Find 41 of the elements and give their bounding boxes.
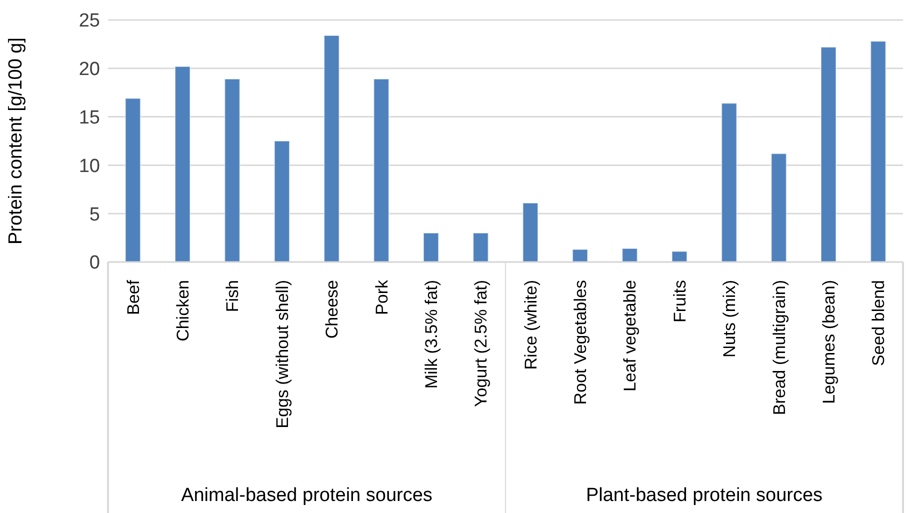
x-tick-label: Bread (multigrain) (770, 280, 789, 416)
text: Animal-based protein sources (180, 485, 434, 507)
bar (472, 232, 489, 262)
x-tick-label: Fish (223, 280, 242, 312)
bar (373, 78, 390, 262)
y-tick-label: 20 (78, 59, 100, 80)
x-tick-label: Cheese (322, 280, 342, 339)
bar (224, 78, 240, 262)
y-axis-title: Protein content [g/100 g] (6, 37, 27, 245)
bar (124, 98, 141, 262)
y-tick-label: 25 (78, 10, 100, 32)
x-tick-label: Yogurt (2.5% fat) (472, 280, 491, 407)
bar (522, 202, 538, 262)
bar (870, 40, 886, 262)
bar (274, 140, 290, 262)
x-tick-label: Chicken (174, 280, 193, 342)
bar (174, 66, 191, 262)
x-tick-label: Rice (white) (521, 280, 540, 370)
x-tick-label: Seed blend (869, 280, 888, 366)
x-tick-label: Leaf vegetable (620, 280, 640, 392)
text: Plant-based protein sources (584, 485, 824, 507)
x-tick-label: Pork (372, 280, 392, 315)
bar (423, 232, 440, 262)
bar (622, 248, 638, 262)
bar (572, 248, 588, 262)
x-tick-label: Nuts (mix) (720, 280, 740, 358)
bar (770, 153, 787, 262)
bar (820, 46, 837, 262)
y-tick-label: 5 (89, 204, 100, 226)
x-tick-label: Legumes (bean) (819, 280, 838, 404)
bar (324, 34, 340, 262)
bar (671, 250, 688, 262)
x-tick-label: Fruits (670, 280, 690, 322)
x-tick-label: Root Vegetables (571, 280, 590, 405)
x-tick-label: Beef (124, 280, 143, 315)
y-tick-label: 15 (78, 108, 100, 129)
y-tick-label: 0 (89, 252, 100, 274)
x-tick-label: Milk (3.5% fat) (422, 280, 441, 389)
y-tick-label: 10 (78, 156, 100, 177)
bar (721, 102, 738, 262)
x-tick-label: Eggs (without shell) (272, 280, 292, 428)
